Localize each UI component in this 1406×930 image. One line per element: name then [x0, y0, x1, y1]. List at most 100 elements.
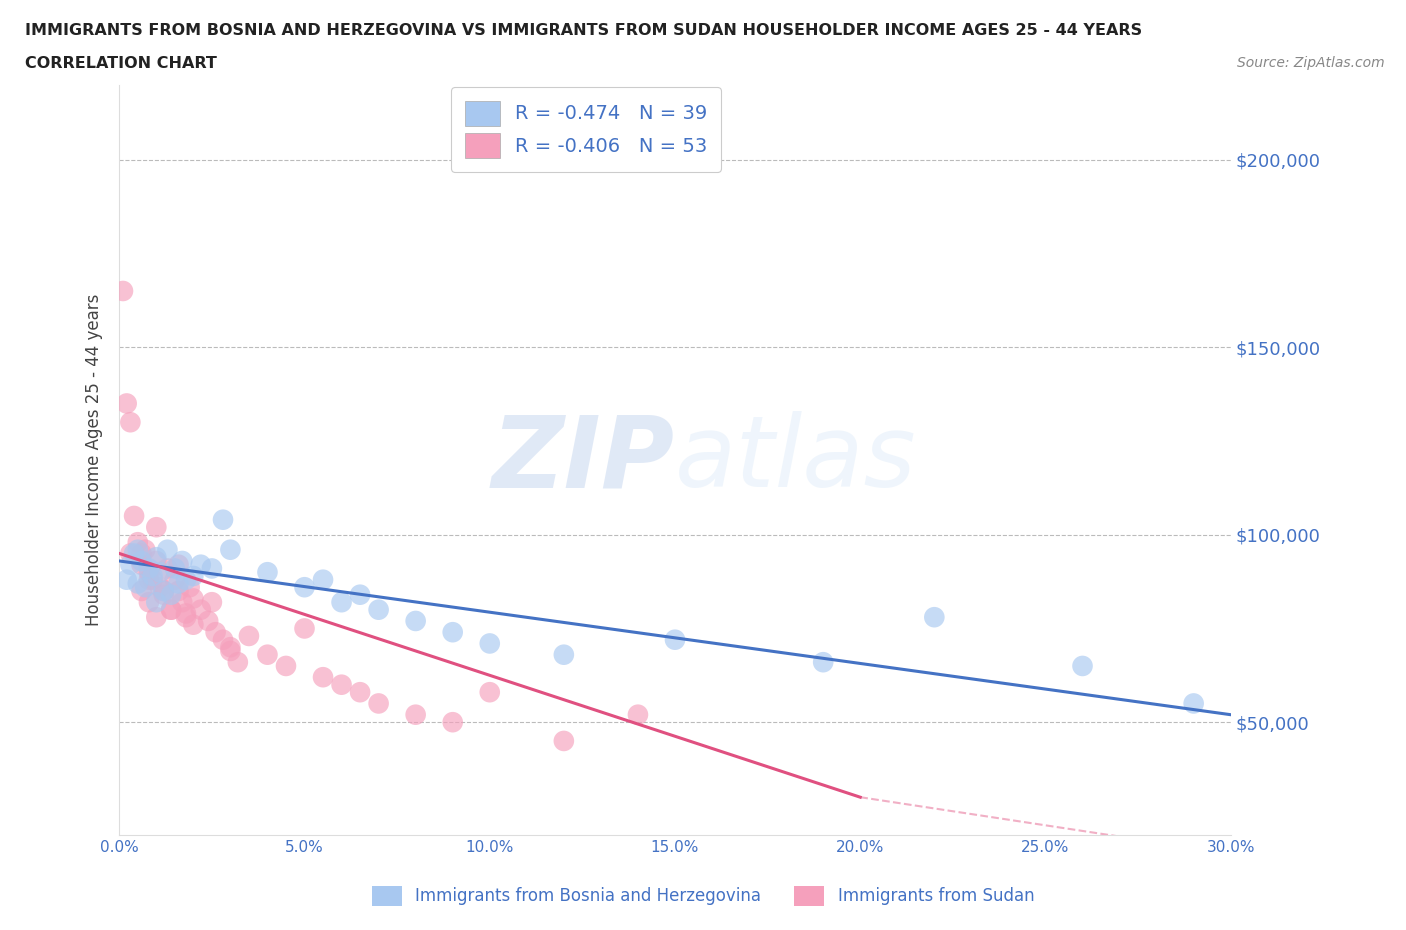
Point: [478, 636, 501, 651]
Point: [142, 572, 165, 587]
Point: [256, 647, 278, 662]
Point: [294, 621, 316, 636]
Point: [219, 542, 242, 557]
Point: [349, 684, 371, 699]
Point: [367, 696, 389, 711]
Point: [156, 542, 179, 557]
Point: [312, 670, 335, 684]
Point: [664, 632, 686, 647]
Point: [1182, 696, 1205, 711]
Legend: R = -0.474   N = 39, R = -0.406   N = 53: R = -0.474 N = 39, R = -0.406 N = 53: [451, 87, 721, 172]
Point: [145, 550, 167, 565]
Point: [115, 572, 138, 587]
Point: [478, 684, 501, 699]
Text: CORRELATION CHART: CORRELATION CHART: [25, 56, 217, 71]
Point: [201, 595, 224, 610]
Point: [179, 579, 201, 594]
Point: [127, 576, 149, 591]
Text: ZIP: ZIP: [492, 411, 675, 508]
Point: [138, 572, 160, 587]
Point: [183, 591, 205, 606]
Point: [405, 707, 427, 722]
Point: [219, 644, 242, 658]
Point: [312, 572, 335, 587]
Point: [122, 546, 145, 561]
Point: [167, 583, 190, 598]
Point: [190, 603, 212, 618]
Point: [138, 565, 160, 579]
Point: [811, 655, 834, 670]
Point: [120, 546, 142, 561]
Point: [156, 561, 179, 576]
Point: [174, 606, 197, 621]
Point: [149, 565, 172, 579]
Point: [349, 587, 371, 602]
Point: [163, 561, 186, 576]
Text: IMMIGRANTS FROM BOSNIA AND HERZEGOVINA VS IMMIGRANTS FROM SUDAN HOUSEHOLDER INCO: IMMIGRANTS FROM BOSNIA AND HERZEGOVINA V…: [25, 23, 1143, 38]
Point: [160, 587, 183, 602]
Point: [627, 707, 650, 722]
Point: [553, 734, 575, 749]
Point: [131, 546, 153, 561]
Point: [441, 715, 464, 730]
Point: [174, 572, 197, 587]
Point: [274, 658, 297, 673]
Point: [172, 595, 194, 610]
Point: [294, 579, 316, 594]
Point: [330, 677, 353, 692]
Point: [212, 512, 235, 527]
Point: [149, 579, 172, 594]
Legend: Immigrants from Bosnia and Herzegovina, Immigrants from Sudan: Immigrants from Bosnia and Herzegovina, …: [363, 877, 1043, 914]
Point: [145, 553, 167, 568]
Point: [174, 610, 197, 625]
Point: [256, 565, 278, 579]
Point: [131, 553, 153, 568]
Point: [152, 587, 174, 602]
Point: [441, 625, 464, 640]
Text: atlas: atlas: [675, 411, 917, 508]
Point: [131, 583, 153, 598]
Point: [405, 614, 427, 629]
Point: [1071, 658, 1094, 673]
Point: [142, 568, 165, 583]
Point: [122, 509, 145, 524]
Point: [152, 583, 174, 598]
Point: [183, 618, 205, 632]
Point: [120, 557, 142, 572]
Point: [367, 603, 389, 618]
Point: [152, 583, 174, 598]
Y-axis label: Householder Income Ages 25 - 44 years: Householder Income Ages 25 - 44 years: [86, 294, 103, 626]
Point: [138, 561, 160, 576]
Point: [115, 396, 138, 411]
Point: [134, 542, 156, 557]
Point: [204, 625, 226, 640]
Point: [134, 579, 156, 594]
Point: [197, 614, 219, 629]
Point: [160, 603, 183, 618]
Point: [160, 603, 183, 618]
Point: [145, 520, 167, 535]
Point: [201, 561, 224, 576]
Point: [553, 647, 575, 662]
Point: [131, 557, 153, 572]
Point: [330, 595, 353, 610]
Point: [120, 415, 142, 430]
Point: [163, 572, 186, 587]
Point: [145, 595, 167, 610]
Point: [190, 557, 212, 572]
Point: [145, 610, 167, 625]
Point: [111, 284, 134, 299]
Point: [226, 655, 249, 670]
Point: [138, 595, 160, 610]
Point: [167, 557, 190, 572]
Point: [924, 610, 946, 625]
Point: [127, 535, 149, 550]
Point: [238, 629, 260, 644]
Point: [167, 576, 190, 591]
Point: [219, 640, 242, 655]
Point: [172, 553, 194, 568]
Text: Source: ZipAtlas.com: Source: ZipAtlas.com: [1237, 56, 1385, 70]
Point: [127, 542, 149, 557]
Point: [212, 632, 235, 647]
Point: [183, 568, 205, 583]
